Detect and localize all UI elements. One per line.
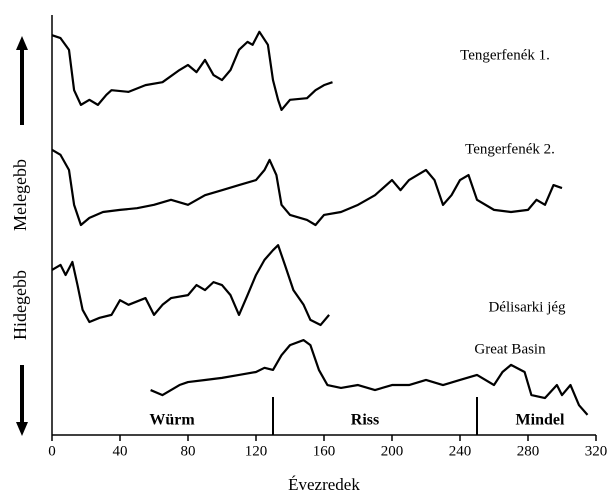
series-line: [51, 30, 333, 112]
x-tick-label: 320: [585, 443, 608, 459]
series-label: Tengerfenék 1.: [460, 47, 550, 63]
stage-label: Mindel: [516, 412, 565, 429]
series-label: Tengerfenék 2.: [465, 141, 555, 157]
x-tick-label: 240: [449, 443, 472, 459]
y-label-high: Melegebb: [10, 159, 30, 231]
x-tick-label: 80: [181, 443, 196, 459]
x-tick-label: 160: [313, 443, 336, 459]
x-axis-label: Évezredek: [288, 475, 360, 494]
arrows: [16, 36, 28, 436]
y-label-low: Hidegebb: [10, 270, 30, 340]
x-tick-label: 40: [113, 443, 128, 459]
series-label: Great Basin: [474, 341, 546, 357]
series-line: [150, 338, 589, 416]
stage-label: Riss: [351, 412, 379, 429]
x-tick-label: 280: [517, 443, 540, 459]
series-line: [51, 244, 330, 327]
x-tick-label: 120: [245, 443, 268, 459]
series-line: [51, 148, 563, 227]
stage-label: Würm: [149, 412, 195, 429]
x-tick-label: 200: [381, 443, 404, 459]
x-tick-label: 0: [48, 443, 56, 459]
series-label: Délisarki jég: [488, 299, 566, 315]
